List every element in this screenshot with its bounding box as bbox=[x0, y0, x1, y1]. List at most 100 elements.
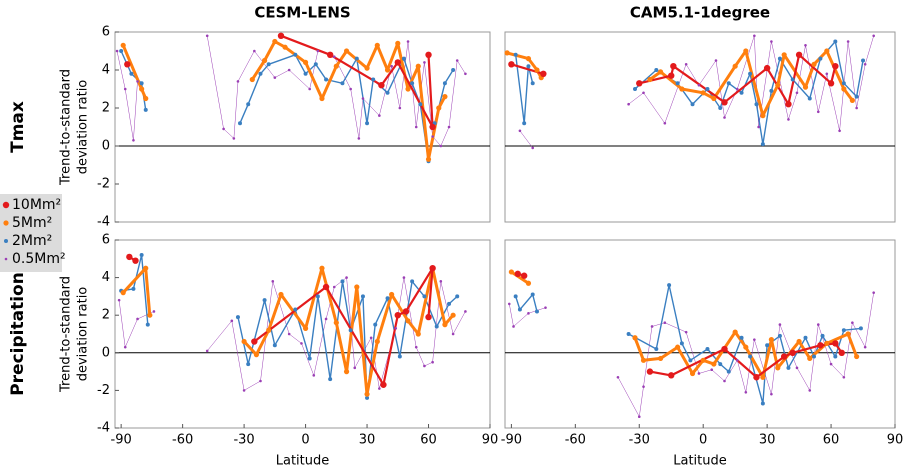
point bbox=[642, 91, 645, 95]
point bbox=[544, 306, 547, 309]
point bbox=[232, 137, 236, 140]
point bbox=[854, 94, 859, 99]
point bbox=[349, 87, 352, 91]
x-tick-label: -30 bbox=[629, 433, 650, 448]
legend-label: 10Mm² bbox=[12, 197, 61, 213]
point bbox=[816, 323, 820, 326]
point bbox=[796, 338, 802, 345]
point bbox=[333, 63, 339, 69]
point bbox=[415, 63, 421, 69]
point bbox=[238, 121, 242, 126]
point bbox=[455, 59, 459, 62]
point bbox=[527, 312, 530, 315]
point bbox=[278, 291, 284, 298]
x-tick-label: 90 bbox=[887, 433, 904, 448]
point bbox=[369, 336, 373, 340]
network-line bbox=[280, 34, 434, 129]
legend-marker bbox=[4, 257, 8, 261]
point bbox=[838, 129, 841, 133]
network-line bbox=[118, 277, 466, 391]
y-tick-label: 6 bbox=[102, 233, 110, 248]
point bbox=[530, 292, 535, 297]
point bbox=[136, 80, 139, 83]
point bbox=[390, 64, 393, 68]
point bbox=[405, 318, 411, 324]
point bbox=[775, 365, 781, 371]
x-tick-label: -30 bbox=[233, 433, 254, 448]
point bbox=[442, 322, 448, 328]
point bbox=[710, 368, 714, 372]
point bbox=[781, 52, 787, 58]
y-tick-label: -2 bbox=[97, 383, 110, 398]
point bbox=[668, 72, 675, 79]
point bbox=[429, 265, 436, 272]
point bbox=[123, 87, 127, 91]
point bbox=[293, 307, 298, 312]
point bbox=[769, 88, 774, 93]
point bbox=[504, 50, 510, 56]
point bbox=[654, 68, 659, 72]
point bbox=[117, 298, 121, 302]
point bbox=[778, 323, 782, 326]
x-tick-label: -60 bbox=[172, 433, 193, 448]
point bbox=[385, 296, 390, 301]
point bbox=[442, 81, 447, 86]
point bbox=[402, 276, 406, 279]
point bbox=[803, 335, 808, 340]
point bbox=[415, 331, 421, 337]
point bbox=[152, 310, 156, 313]
x-tick-label: 30 bbox=[359, 433, 376, 448]
point bbox=[714, 59, 718, 62]
point bbox=[431, 135, 434, 138]
point bbox=[675, 344, 681, 350]
point bbox=[838, 349, 845, 356]
point bbox=[517, 307, 522, 312]
point bbox=[136, 317, 139, 321]
point bbox=[637, 415, 641, 419]
point bbox=[378, 114, 381, 117]
point bbox=[770, 392, 773, 396]
point bbox=[423, 61, 426, 64]
y-tick-label: 6 bbox=[102, 25, 110, 40]
point bbox=[846, 40, 850, 43]
point bbox=[657, 355, 664, 362]
point bbox=[841, 81, 846, 86]
point bbox=[675, 81, 680, 86]
point bbox=[266, 62, 271, 67]
point bbox=[287, 332, 291, 336]
point bbox=[640, 357, 647, 363]
legend-marker bbox=[3, 220, 9, 226]
point bbox=[261, 57, 268, 64]
point bbox=[371, 77, 376, 82]
point bbox=[679, 86, 685, 92]
point bbox=[249, 76, 255, 83]
point bbox=[718, 106, 723, 110]
point bbox=[451, 68, 456, 72]
network-line bbox=[120, 254, 458, 399]
point bbox=[143, 107, 148, 112]
point bbox=[735, 359, 739, 362]
plot-frame bbox=[504, 31, 896, 223]
point bbox=[262, 298, 267, 303]
point bbox=[236, 80, 240, 83]
row-label: Tmax bbox=[8, 101, 28, 153]
network-line bbox=[509, 292, 874, 417]
point bbox=[380, 381, 387, 388]
point bbox=[322, 283, 330, 291]
point bbox=[374, 42, 380, 48]
point bbox=[303, 71, 308, 76]
y-tick-label: 4 bbox=[102, 63, 110, 78]
point bbox=[414, 345, 418, 349]
point bbox=[811, 61, 817, 67]
point bbox=[313, 62, 318, 67]
point bbox=[841, 328, 846, 333]
point bbox=[807, 96, 812, 101]
point bbox=[851, 321, 854, 325]
point bbox=[434, 324, 439, 329]
point bbox=[385, 90, 390, 95]
x-tick-label: 90 bbox=[482, 433, 499, 448]
point bbox=[222, 127, 225, 131]
point bbox=[744, 390, 748, 394]
point bbox=[272, 38, 278, 45]
point bbox=[650, 325, 654, 328]
